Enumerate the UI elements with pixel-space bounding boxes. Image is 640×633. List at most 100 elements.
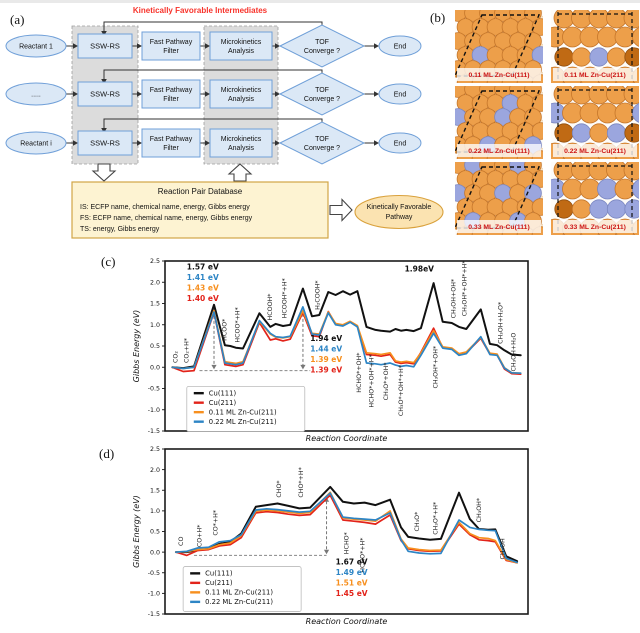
point-label: HCOO*+H*	[234, 307, 241, 342]
zn-atom	[597, 178, 618, 200]
cu-atom	[486, 198, 505, 216]
flow-ssw-rs	[77, 33, 133, 59]
cu-atom	[531, 122, 543, 140]
zn-atom	[524, 136, 542, 154]
cu-atom	[479, 162, 497, 174]
energy-annotation: 1.39 eV	[310, 365, 342, 374]
cu-atom	[562, 102, 583, 124]
legend-entry: 0.11 ML Zn-Cu(211)	[205, 589, 273, 597]
cu-atom	[516, 170, 535, 188]
cu-step-atom	[554, 123, 574, 143]
gibbs-energy-chart-co-route: 2.5 2.0 1.5 1.0 0.5 0.0 -0.5 -1.0 -1.5 Gibbs Ener…	[95, 440, 560, 633]
point-label: HCHO*+OH*+H*	[369, 354, 376, 407]
surface-tile-0-22-ml-zn-cu-111-: 0.22 ML Zn-Cu(111)	[455, 86, 543, 159]
cu-atom	[464, 10, 482, 22]
tile-label: 0.22 ML Zn-Cu(111)	[468, 148, 529, 155]
database-title: Reaction Pair Database	[158, 187, 243, 196]
svg-text:Analysis: Analysis	[228, 48, 255, 55]
flow-fast-pathway-filter	[141, 79, 201, 109]
cu-atom	[632, 27, 639, 47]
cu-atom	[494, 162, 512, 174]
series-0-11-ml-zn-cu-211-	[171, 309, 522, 375]
cu-atom	[471, 226, 490, 235]
series-0-22-ml-zn-cu-211-	[175, 492, 518, 564]
cu-atom	[516, 18, 535, 36]
point-label: HCOOH*+H*	[282, 278, 289, 318]
panel-c-label: (c)	[101, 254, 116, 269]
cu-atom	[479, 184, 497, 202]
svg-text:Microkinetics: Microkinetics	[221, 136, 262, 143]
svg-text:Filter: Filter	[163, 48, 179, 55]
cu-atom	[471, 122, 490, 140]
svg-text:Filter: Filter	[163, 96, 179, 103]
point-label: CH₃O*	[414, 512, 421, 532]
cu-atom	[614, 218, 636, 235]
svg-text:Fast Pathway: Fast Pathway	[150, 87, 193, 94]
cu-atom	[606, 86, 627, 105]
point-label: CO	[178, 537, 185, 546]
gibbs-energy-chart-co2-route: 2.5 2.0 1.5 1.0 0.5 0.0 -0.5 -1.0 -1.5 Gibbs Ener…	[95, 252, 560, 452]
cu-atom	[614, 26, 636, 48]
zn-atom	[589, 47, 609, 67]
cu-atom	[509, 10, 527, 22]
svg-text:Kinetically Favorable: Kinetically Favorable	[367, 204, 432, 211]
cu-atom	[597, 26, 618, 48]
cu-atom	[516, 122, 535, 140]
cu-atom	[589, 123, 609, 143]
energy-annotation: 1.57 eV	[187, 263, 219, 272]
y-tick-label: 0.5	[150, 529, 160, 536]
cu-atom	[588, 86, 610, 105]
database-line: IS: ECFP name, chemical name, energy, Gi…	[80, 204, 250, 211]
cu-atom	[486, 122, 505, 140]
y-tick-label: 2.0	[150, 279, 160, 286]
svg-text:Pathway: Pathway	[386, 214, 413, 221]
legend-entry: Cu(211)	[209, 399, 237, 407]
flow-end	[378, 132, 422, 154]
cu-atom	[455, 86, 467, 98]
surface-tile-0-33-ml-zn-cu-211-: 0.33 ML Zn-Cu(211)	[551, 162, 639, 235]
cu-atom	[562, 142, 583, 159]
y-tick-label: 0.5	[150, 343, 160, 350]
cu-atom	[531, 226, 543, 235]
cu-atom	[509, 32, 527, 50]
point-label: CO*+H*	[213, 510, 220, 536]
svg-text:End: End	[394, 141, 407, 148]
energy-annotation: 1.44 eV	[310, 344, 342, 353]
energy-annotation: 1.49 eV	[336, 568, 368, 577]
cu-atom	[553, 162, 575, 181]
cu-atom	[455, 32, 467, 50]
cu-atom	[486, 94, 505, 112]
svg-text:TOF: TOF	[315, 87, 329, 94]
svg-text:SSW-RS: SSW-RS	[90, 42, 120, 51]
svg-text:SSW-RS: SSW-RS	[90, 90, 120, 99]
legend-box	[182, 566, 302, 612]
cu-atom	[456, 94, 475, 112]
cu-atom	[471, 74, 490, 83]
cu-atom	[471, 170, 490, 188]
y-tick-label: 2.5	[150, 446, 160, 453]
svg-text:Microkinetics: Microkinetics	[221, 39, 262, 46]
chart-d: 2.5 2.0 1.5 1.0 0.5 0.0 -0.5 -1.0 -1.5 Gibbs Ener…	[132, 446, 529, 626]
cu-atom	[562, 178, 583, 200]
tile-label: 0.11 ML Zn-Cu(111)	[468, 72, 529, 79]
unit-cell-outline	[455, 14, 541, 77]
cu-atom	[464, 108, 482, 126]
cu-atom	[524, 86, 542, 98]
zn-atom	[471, 46, 490, 64]
cu-atom	[479, 86, 497, 98]
database-line: FS: ECFP name, chemical name, energy, Gi…	[80, 215, 253, 222]
point-label: CH₃OH+H₂O	[510, 333, 517, 372]
cu-atom	[553, 10, 575, 29]
y-tick-label: -0.5	[148, 386, 160, 393]
flow-reactant-label: .....	[31, 92, 41, 99]
cu-atom	[464, 86, 482, 98]
svg-text:End: End	[394, 92, 407, 99]
cu-atom	[464, 32, 482, 50]
svg-text:Analysis: Analysis	[228, 145, 255, 152]
point-label: CH₃O*+H*	[432, 502, 439, 535]
energy-annotation: 1.98eV	[405, 265, 435, 274]
cu-atom	[516, 74, 535, 83]
y-tick-label: 2.5	[150, 258, 160, 265]
cu-atom	[456, 18, 475, 36]
cu-atom	[571, 162, 592, 181]
